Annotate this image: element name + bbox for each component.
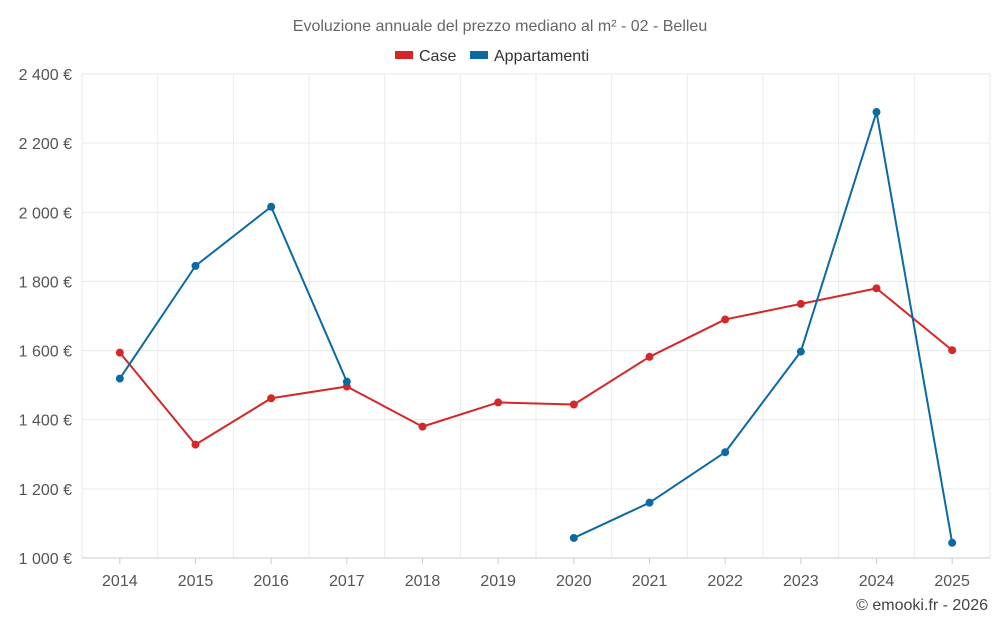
- data-point-case[interactable]: [872, 284, 881, 293]
- grid: [81, 73, 991, 558]
- legend-item-case[interactable]: Case: [395, 48, 456, 65]
- series-line-appartamenti: [119, 205, 348, 383]
- data-point-appartamenti[interactable]: [342, 377, 351, 386]
- legend: Case Appartamenti: [395, 48, 589, 65]
- y-tick-label: 2 400 €: [19, 67, 72, 84]
- x-tick-label: 2021: [632, 573, 668, 590]
- x-tick-label: 2022: [707, 573, 743, 590]
- y-tick-label: 1 800 €: [19, 274, 72, 291]
- data-point-appartamenti[interactable]: [569, 533, 578, 542]
- x-tick-label: 2015: [178, 573, 214, 590]
- data-point-case[interactable]: [645, 352, 654, 361]
- x-tick-label: 2017: [329, 573, 365, 590]
- data-point-case[interactable]: [267, 394, 276, 403]
- x-tick-label: 2014: [102, 573, 138, 590]
- series: [115, 108, 957, 547]
- x-tick-label: 2020: [556, 573, 592, 590]
- x-tick-labels: 2014 2015 2016 2017 2018 2019 2020 2021 2022 2023…: [102, 558, 970, 590]
- series-case: [115, 284, 957, 449]
- data-point-appartamenti[interactable]: [721, 448, 730, 457]
- legend-label-appartamenti: Appartamenti: [494, 48, 589, 65]
- x-tick-label: 2024: [859, 573, 895, 590]
- x-tick-label: 2018: [405, 573, 441, 590]
- series-appartamenti: [115, 108, 957, 547]
- series-line-appartamenti: [573, 111, 954, 543]
- y-tick-labels: 1 000 € 1 200 € 1 400 € 1 600 € 1 800 € 2 000…: [19, 67, 72, 568]
- y-tick-label: 2 000 €: [19, 205, 72, 222]
- data-point-appartamenti[interactable]: [948, 538, 957, 547]
- x-tick-label: 2016: [253, 573, 289, 590]
- legend-item-appartamenti[interactable]: Appartamenti: [470, 48, 589, 65]
- series-line-case: [119, 287, 953, 446]
- legend-swatch-case: [395, 51, 413, 59]
- y-tick-label: 1 400 €: [19, 413, 72, 430]
- data-point-case[interactable]: [721, 315, 730, 324]
- x-tick-label: 2025: [934, 573, 970, 590]
- chart-title: Evoluzione annuale del prezzo mediano al…: [293, 18, 707, 35]
- x-tick-label: 2019: [480, 573, 516, 590]
- legend-label-case: Case: [419, 48, 456, 65]
- data-point-case[interactable]: [115, 348, 124, 357]
- data-point-case[interactable]: [191, 440, 200, 449]
- data-point-case[interactable]: [948, 346, 957, 355]
- data-point-appartamenti[interactable]: [267, 202, 276, 211]
- data-point-appartamenti[interactable]: [645, 498, 654, 507]
- y-tick-label: 1 200 €: [19, 482, 72, 499]
- data-point-case[interactable]: [494, 398, 503, 407]
- data-point-case[interactable]: [418, 422, 427, 431]
- x-tick-label: 2023: [783, 573, 819, 590]
- data-point-appartamenti[interactable]: [796, 347, 805, 356]
- y-tick-label: 2 200 €: [19, 136, 72, 153]
- data-point-appartamenti[interactable]: [191, 261, 200, 270]
- legend-swatch-appartamenti: [470, 51, 488, 59]
- data-point-appartamenti[interactable]: [115, 374, 124, 383]
- y-tick-label: 1 000 €: [19, 551, 72, 568]
- data-point-appartamenti[interactable]: [872, 108, 881, 117]
- data-point-case[interactable]: [796, 299, 805, 308]
- credit-text: © emooki.fr - 2026: [856, 597, 988, 614]
- y-tick-label: 1 600 €: [19, 344, 72, 361]
- data-point-case[interactable]: [569, 400, 578, 409]
